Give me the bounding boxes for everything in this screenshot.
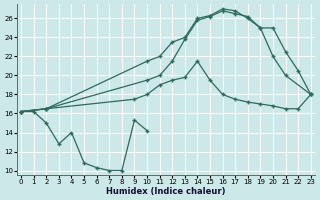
X-axis label: Humidex (Indice chaleur): Humidex (Indice chaleur) [106, 187, 226, 196]
